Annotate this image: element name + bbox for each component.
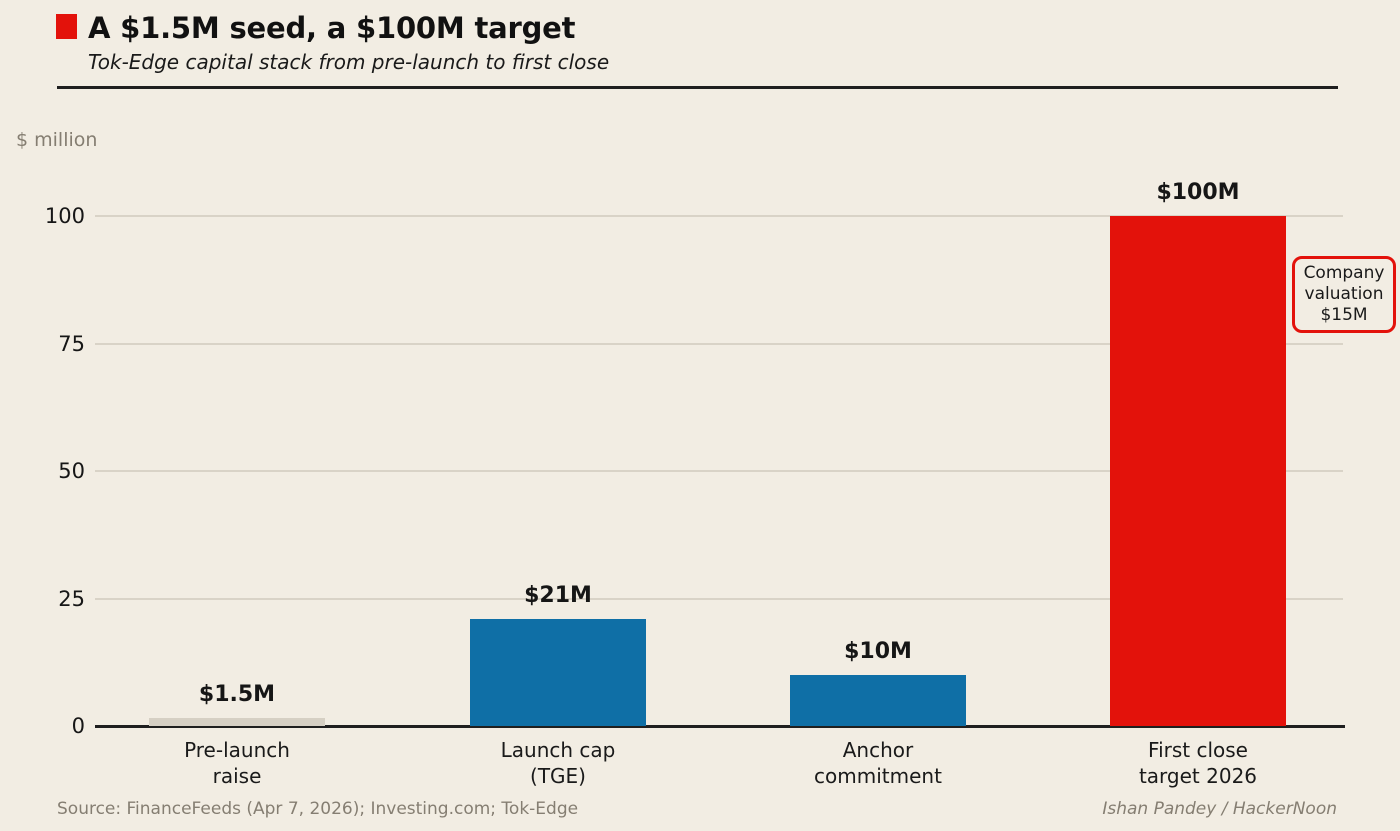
gridline-75 bbox=[95, 342, 1343, 345]
bar-value-label-anchor-commitment: $10M bbox=[844, 639, 912, 664]
company-valuation-annotation: Company valuation $15M bbox=[1292, 256, 1396, 333]
credit-note: Ishan Pandey / HackerNoon bbox=[1102, 799, 1337, 819]
bar-category-label-launch-cap-tge: Launch cap (TGE) bbox=[500, 738, 616, 788]
y-axis-unit-label: $ million bbox=[16, 129, 98, 151]
y-axis-tick-75: 75 bbox=[58, 331, 85, 356]
bar-first-close-target-2026 bbox=[1110, 216, 1286, 726]
y-axis-tick-100: 100 bbox=[44, 204, 85, 228]
x-axis-baseline bbox=[95, 725, 1345, 728]
bar-pre-launch-raise bbox=[149, 718, 325, 726]
title-rule bbox=[57, 86, 1338, 89]
gridline-50 bbox=[95, 470, 1343, 472]
bar-category-label-first-close-target-2026: First close target 2026 bbox=[1138, 738, 1258, 788]
source-note: Source: FinanceFeeds (Apr 7, 2026); Inve… bbox=[57, 799, 579, 819]
chart-subtitle: Tok-Edge capital stack from pre-launch t… bbox=[88, 50, 610, 74]
bar-value-label-pre-launch-raise: $1.5M bbox=[198, 682, 276, 707]
gridline-100 bbox=[95, 215, 1343, 217]
title-marker-red-square bbox=[56, 14, 77, 39]
chart-title: A $1.5M seed, a $100M target bbox=[88, 11, 576, 45]
bar-value-label-launch-cap-tge: $21M bbox=[524, 583, 592, 608]
y-axis-tick-50: 50 bbox=[58, 459, 85, 483]
y-axis-tick-0: 0 bbox=[71, 714, 85, 738]
gridline-25 bbox=[95, 597, 1343, 600]
bar-launch-cap-tge bbox=[470, 619, 646, 726]
y-axis-tick-25: 25 bbox=[58, 586, 85, 611]
bar-category-label-pre-launch-raise: Pre-launch raise bbox=[184, 738, 290, 788]
bar-value-label-first-close-target-2026: $100M bbox=[1156, 180, 1240, 205]
bar-anchor-commitment bbox=[790, 675, 966, 726]
bar-category-label-anchor-commitment: Anchor commitment bbox=[814, 738, 942, 788]
